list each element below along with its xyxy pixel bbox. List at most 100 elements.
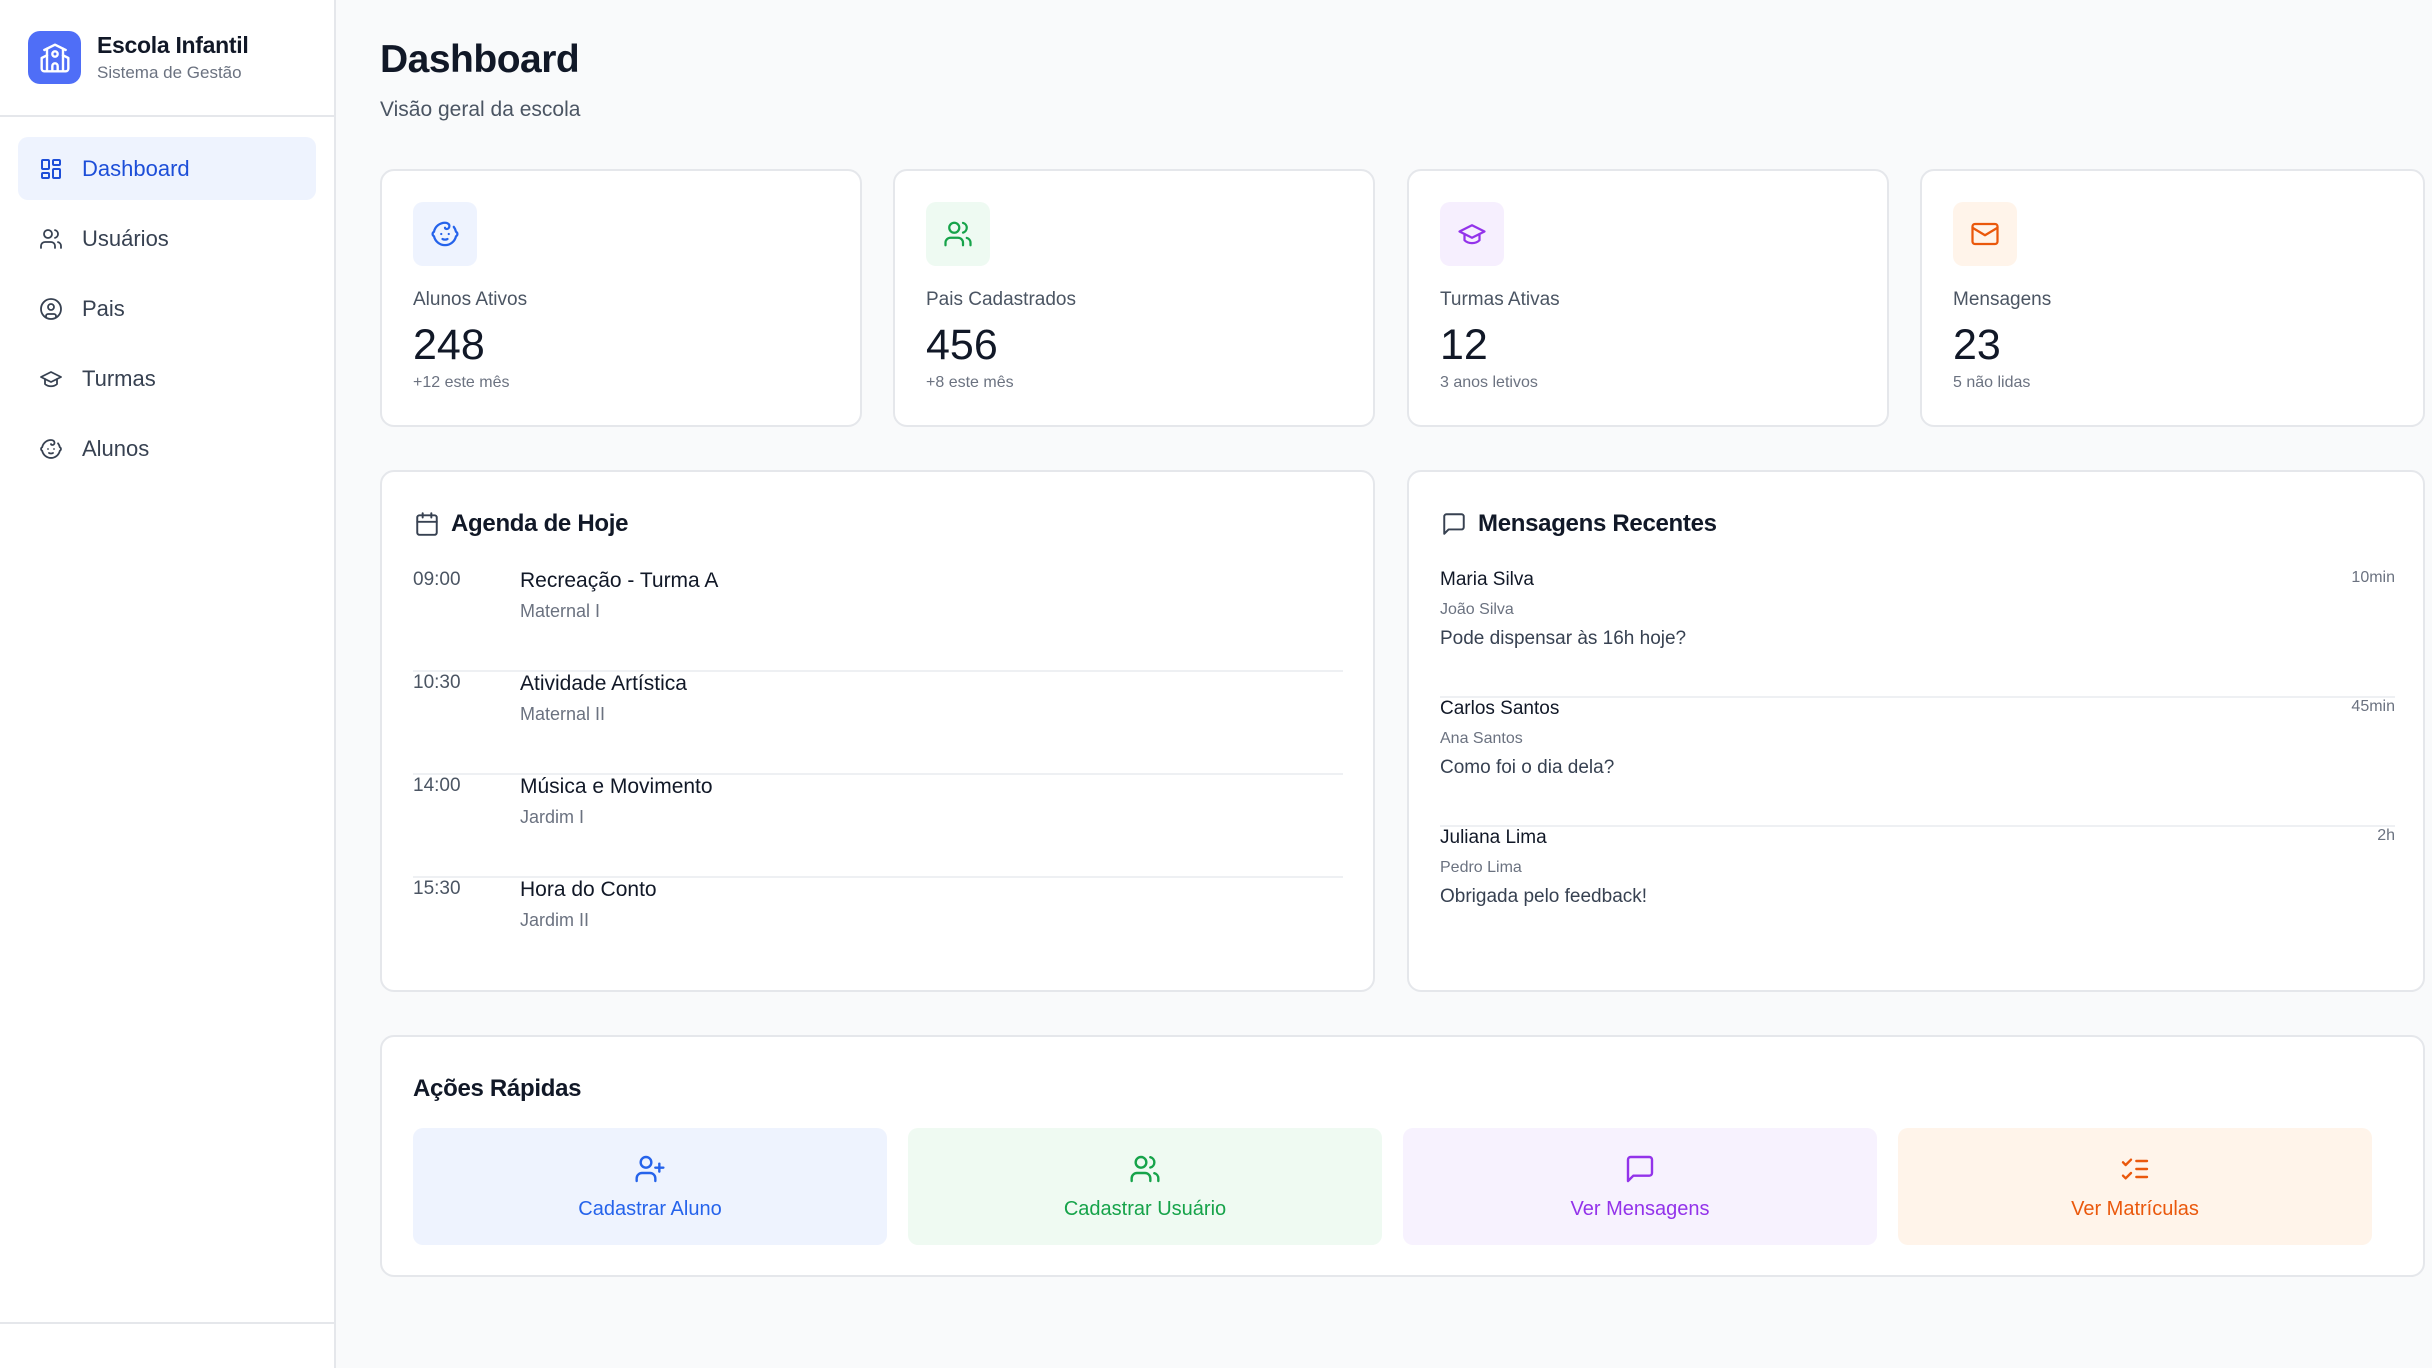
agenda-time: 15:30 (413, 878, 461, 899)
message-square-icon (1623, 1152, 1657, 1186)
message-text: Obrigada pelo feedback! (1440, 886, 1648, 907)
agenda-item[interactable]: 14:00 Música e Movimento Jardim I (413, 775, 1343, 878)
message-time: 45min (2351, 698, 2395, 715)
message-sender: Juliana Lima (1440, 827, 1547, 848)
cadastrar-aluno-button[interactable]: Cadastrar Aluno (413, 1128, 887, 1245)
stat-card-turmas: Turmas Ativas 12 3 anos letivos (1407, 169, 1889, 427)
recent-messages-panel: Mensagens Recentes Maria Silva 10min Joã… (1407, 470, 2425, 992)
list-checks-icon (2118, 1152, 2152, 1186)
ver-mensagens-button[interactable]: Ver Mensagens (1403, 1128, 1877, 1245)
agenda-class: Jardim I (520, 807, 585, 827)
message-item[interactable]: Juliana Lima 2h Pedro Lima Obrigada pelo… (1440, 827, 2395, 956)
agenda-panel: Agenda de Hoje 09:00 Recreação - Turma A… (380, 470, 1375, 992)
message-sender: Maria Silva (1440, 569, 1534, 590)
agenda-time: 14:00 (413, 775, 461, 796)
action-label: Ver Mensagens (1570, 1198, 1710, 1220)
brand-title: Escola Infantil (97, 32, 249, 58)
agenda-item[interactable]: 09:00 Recreação - Turma A Maternal I (413, 569, 1343, 672)
stat-value: 456 (926, 321, 998, 369)
agenda-time: 10:30 (413, 672, 461, 693)
messages-list: Maria Silva 10min João Silva Pode dispen… (1440, 569, 2395, 956)
stat-card-alunos: Alunos Ativos 248 +12 este mês (380, 169, 862, 427)
stat-card-pais: Pais Cadastrados 456 +8 este mês (893, 169, 1375, 427)
calendar-icon (413, 510, 441, 538)
stat-label: Turmas Ativas (1440, 289, 1560, 310)
agenda-item[interactable]: 10:30 Atividade Artística Maternal II (413, 672, 1343, 775)
message-child: João Silva (1440, 601, 1514, 618)
action-label: Ver Matrículas (2071, 1198, 2199, 1220)
stat-note: +12 este mês (413, 374, 510, 391)
page-subtitle: Visão geral da escola (380, 98, 581, 121)
baby-face-icon (413, 202, 477, 266)
agenda-title-text: Agenda de Hoje (451, 510, 629, 537)
stat-value: 12 (1440, 321, 1488, 369)
mail-icon (1953, 202, 2017, 266)
message-item[interactable]: Maria Silva 10min João Silva Pode dispen… (1440, 569, 2395, 698)
message-time: 2h (2377, 827, 2395, 844)
message-text: Como foi o dia dela? (1440, 757, 1615, 778)
sidebar-item-pais[interactable]: Pais (18, 277, 316, 340)
sidebar-item-label: Dashboard (82, 155, 190, 181)
agenda-list: 09:00 Recreação - Turma A Maternal I 10:… (413, 569, 1343, 981)
agenda-title: Agenda de Hoje (413, 510, 628, 538)
stat-note: +8 este mês (926, 374, 1014, 391)
stat-label: Pais Cadastrados (926, 289, 1076, 310)
agenda-activity: Recreação - Turma A (520, 569, 719, 592)
sidebar-item-usuarios[interactable]: Usuários (18, 207, 316, 270)
user-plus-icon (633, 1152, 667, 1186)
brand: Escola Infantil Sistema de Gestão (0, 0, 334, 117)
sidebar: Escola Infantil Sistema de Gestão Dashbo… (0, 0, 336, 1368)
action-label: Cadastrar Aluno (578, 1198, 722, 1220)
message-text: Pode dispensar às 16h hoje? (1440, 628, 1687, 649)
users-icon (1128, 1152, 1162, 1186)
message-sender: Carlos Santos (1440, 698, 1560, 719)
users-icon (38, 226, 64, 252)
user-circle-icon (38, 296, 64, 322)
brand-subtitle: Sistema de Gestão (97, 63, 242, 82)
agenda-time: 09:00 (413, 569, 461, 590)
sidebar-item-label: Alunos (82, 435, 150, 461)
agenda-activity: Atividade Artística (520, 672, 687, 695)
message-time: 10min (2351, 569, 2395, 586)
message-child: Pedro Lima (1440, 859, 1522, 876)
quick-actions-title: Ações Rápidas (413, 1075, 582, 1102)
quick-actions-panel: Ações Rápidas Cadastrar Aluno Cadastrar … (380, 1035, 2425, 1277)
main-content: Dashboard Visão geral da escola Alunos A… (336, 0, 2432, 1368)
ver-matriculas-button[interactable]: Ver Matrículas (1898, 1128, 2372, 1245)
stat-note: 5 não lidas (1953, 374, 2031, 391)
messages-title: Mensagens Recentes (1440, 510, 1717, 538)
sidebar-footer (0, 1322, 334, 1368)
graduation-cap-icon (38, 366, 64, 392)
stat-label: Mensagens (1953, 289, 2052, 310)
message-item[interactable]: Carlos Santos 45min Ana Santos Como foi … (1440, 698, 2395, 827)
stat-label: Alunos Ativos (413, 289, 528, 310)
message-square-icon (1440, 510, 1468, 538)
sidebar-item-dashboard[interactable]: Dashboard (18, 137, 316, 200)
agenda-class: Jardim II (520, 910, 590, 930)
stat-note: 3 anos letivos (1440, 374, 1538, 391)
dashboard-grid-icon (38, 156, 64, 182)
page-title: Dashboard (380, 38, 580, 81)
graduation-cap-icon (1440, 202, 1504, 266)
agenda-activity: Hora do Conto (520, 878, 657, 901)
agenda-class: Maternal I (520, 601, 601, 621)
users-icon (926, 202, 990, 266)
cadastrar-usuario-button[interactable]: Cadastrar Usuário (908, 1128, 1382, 1245)
stat-value: 23 (1953, 321, 2001, 369)
message-child: Ana Santos (1440, 730, 1523, 747)
action-label: Cadastrar Usuário (1063, 1198, 1227, 1220)
messages-title-text: Mensagens Recentes (1478, 510, 1717, 537)
sidebar-item-label: Usuários (82, 225, 169, 251)
sidebar-item-label: Pais (82, 295, 125, 321)
stat-value: 248 (413, 321, 485, 369)
agenda-activity: Música e Movimento (520, 775, 713, 798)
school-icon (28, 31, 81, 84)
stat-card-mensagens: Mensagens 23 5 não lidas (1920, 169, 2425, 427)
agenda-item[interactable]: 15:30 Hora do Conto Jardim II (413, 878, 1343, 981)
sidebar-nav: Dashboard Usuários Pais (0, 117, 334, 507)
sidebar-item-alunos[interactable]: Alunos (18, 417, 316, 480)
sidebar-item-turmas[interactable]: Turmas (18, 347, 316, 410)
sidebar-item-label: Turmas (82, 365, 156, 391)
baby-face-icon (38, 436, 64, 462)
agenda-class: Maternal II (520, 704, 606, 724)
